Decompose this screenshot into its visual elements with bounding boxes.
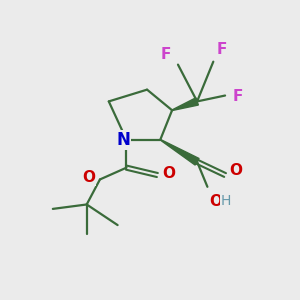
Polygon shape xyxy=(160,140,199,165)
Text: O: O xyxy=(82,170,95,185)
Text: F: F xyxy=(160,47,171,62)
Text: O: O xyxy=(230,163,242,178)
Text: F: F xyxy=(216,42,226,57)
Text: H: H xyxy=(221,194,231,208)
Text: O: O xyxy=(209,194,222,209)
Text: O: O xyxy=(162,166,175,181)
Text: F: F xyxy=(232,89,243,104)
Polygon shape xyxy=(172,98,198,110)
Text: N: N xyxy=(117,131,130,149)
